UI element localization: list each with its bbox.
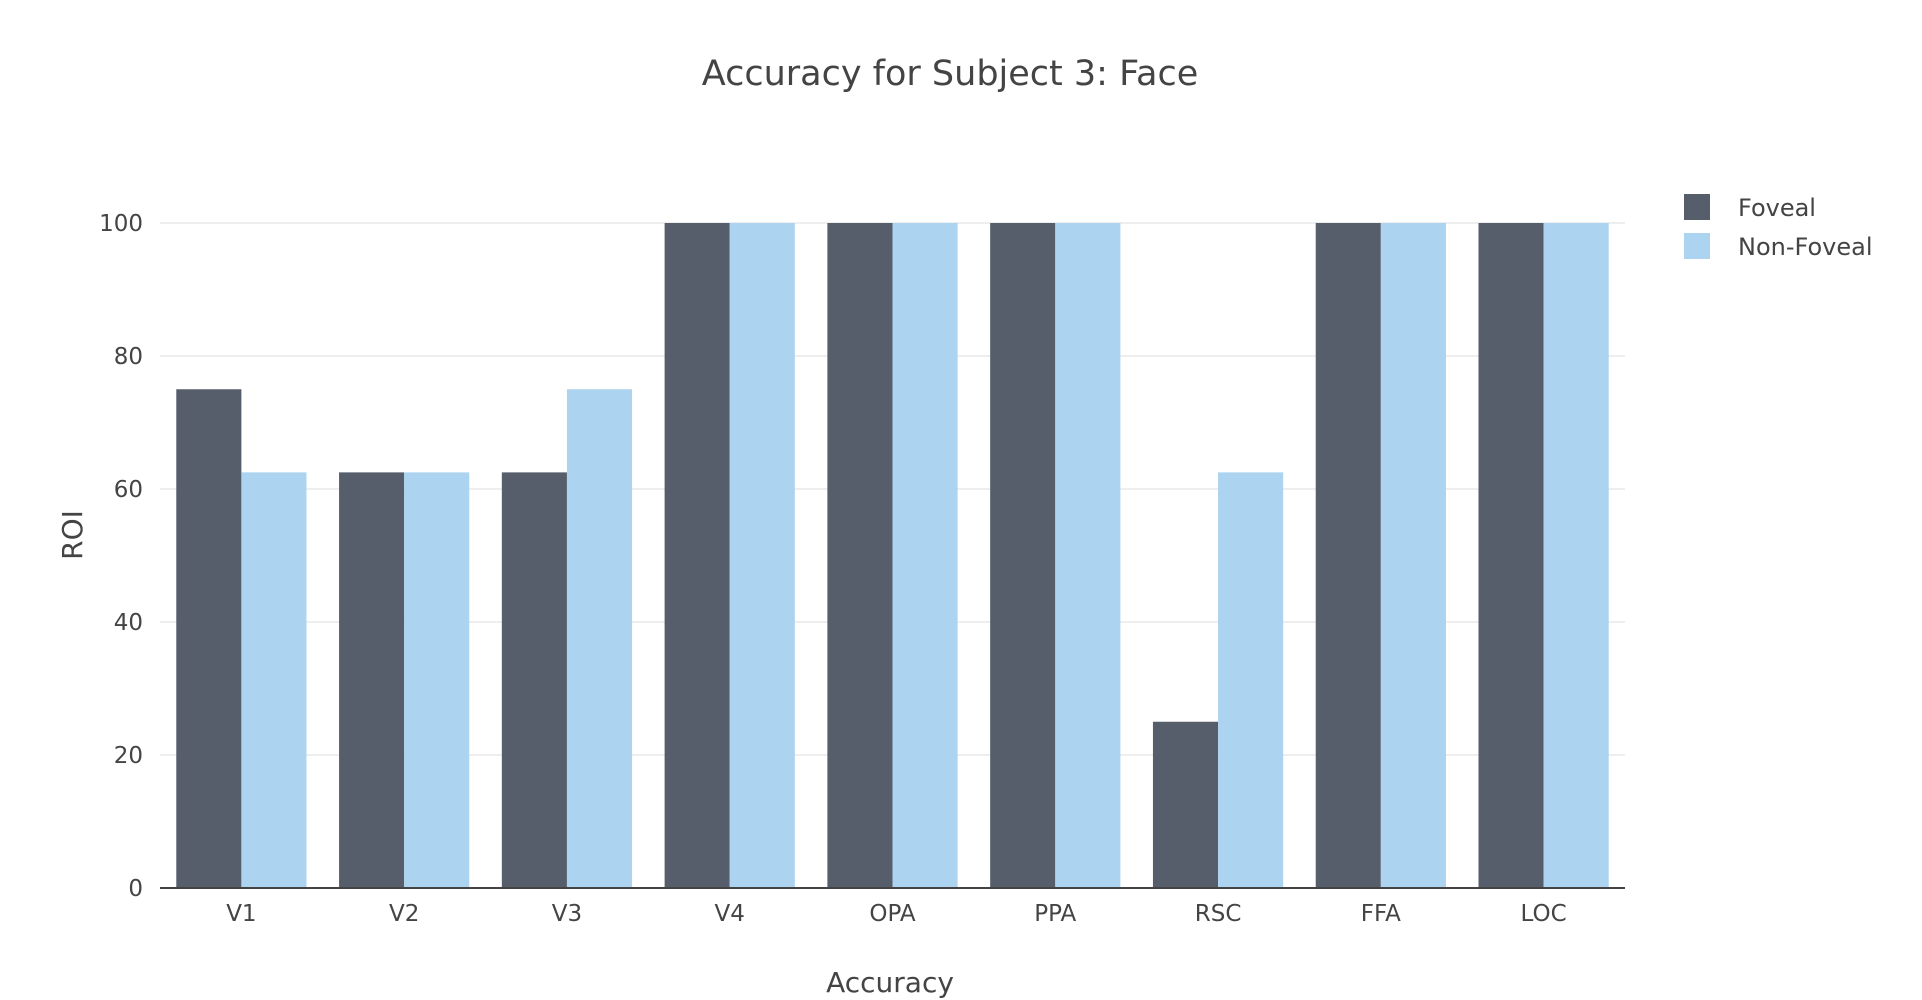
x-tick-label: V1 [226,901,256,927]
bar-non-foveal-v4[interactable] [729,223,795,888]
y-tick-label: 0 [128,876,143,902]
y-tick-label: 40 [114,610,143,636]
bar-foveal-v4[interactable] [664,223,730,888]
y-tick-label: 20 [114,743,143,769]
legend-item[interactable]: Foveal [1684,194,1816,222]
bar-foveal-ppa[interactable] [990,223,1056,888]
x-tick-label: FFA [1361,901,1401,927]
bar-foveal-v3[interactable] [501,472,567,888]
bar-foveal-v2[interactable] [339,472,405,888]
bar-non-foveal-ffa[interactable] [1380,223,1446,888]
bar-non-foveal-rsc[interactable] [1218,472,1284,888]
bar-foveal-v1[interactable] [176,389,242,888]
x-axis-title: Accuracy [826,966,954,999]
legend-label: Non-Foveal [1738,233,1872,261]
y-axis-title: ROI [56,510,89,560]
bar-non-foveal-opa[interactable] [892,223,958,888]
x-tick-label: V3 [552,901,582,927]
chart-title: Accuracy for Subject 3: Face [702,54,1198,94]
bar-non-foveal-ppa[interactable] [1055,223,1121,888]
y-axis-ticks: 0 20 40 60 80 100 [99,211,143,902]
legend-swatch [1684,194,1710,220]
legend-label: Foveal [1738,194,1816,222]
legend[interactable]: Foveal Non-Foveal [1684,194,1872,261]
x-tick-label: LOC [1521,901,1567,927]
bar-non-foveal-v1[interactable] [241,472,307,888]
x-tick-label: V4 [715,901,745,927]
bar-non-foveal-loc[interactable] [1543,223,1609,888]
y-tick-label: 100 [99,211,143,237]
bar-non-foveal-v3[interactable] [566,389,633,888]
x-tick-label: OPA [869,901,916,927]
bar-foveal-ffa[interactable] [1315,223,1381,888]
x-tick-label: RSC [1195,901,1242,927]
legend-swatch [1684,233,1710,259]
bar-foveal-loc[interactable] [1478,223,1544,888]
x-tick-label: PPA [1034,901,1076,927]
bar-foveal-opa[interactable] [827,223,893,888]
x-axis-ticks: V1 V2 V3 V4 OPA PPA RSC FFA LOC [226,901,1566,927]
bar-foveal-rsc[interactable] [1152,721,1219,888]
y-tick-label: 60 [114,477,143,503]
y-tick-label: 80 [114,344,143,370]
bars [176,223,1609,888]
legend-item[interactable]: Non-Foveal [1684,233,1872,261]
x-tick-label: V2 [389,901,419,927]
bar-non-foveal-v2[interactable] [404,472,470,888]
